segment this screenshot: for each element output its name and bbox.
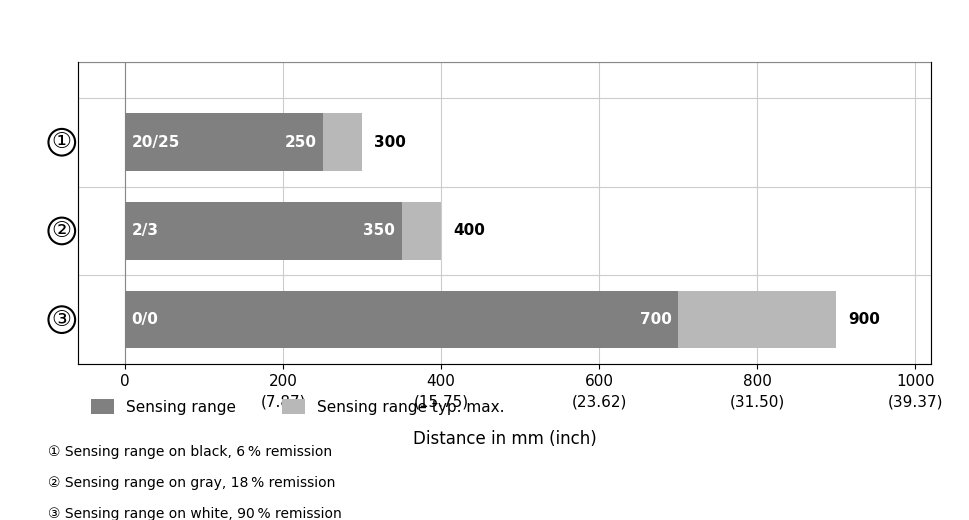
- Bar: [401, 202, 441, 260]
- Text: 0/0: 0/0: [131, 312, 158, 327]
- Text: ②: ②: [51, 221, 72, 241]
- Bar: [125, 291, 677, 348]
- Text: (15.75): (15.75): [413, 395, 468, 410]
- Bar: [125, 113, 323, 171]
- Text: 350: 350: [363, 224, 395, 239]
- Bar: [323, 113, 361, 171]
- Text: 300: 300: [374, 135, 405, 150]
- Text: 700: 700: [640, 312, 672, 327]
- Bar: [677, 291, 835, 348]
- Text: (39.37): (39.37): [887, 395, 942, 410]
- Text: ①: ①: [51, 132, 72, 152]
- Text: 2/3: 2/3: [131, 224, 158, 239]
- Text: 20/25: 20/25: [131, 135, 179, 150]
- Text: ③: ③: [51, 309, 72, 330]
- Bar: [125, 202, 401, 260]
- Text: (31.50): (31.50): [729, 395, 784, 410]
- Text: (7.87): (7.87): [260, 395, 305, 410]
- Text: 400: 400: [453, 224, 484, 239]
- Text: (23.62): (23.62): [571, 395, 626, 410]
- Text: ① Sensing range on black, 6 % remission: ① Sensing range on black, 6 % remission: [48, 445, 332, 459]
- Text: 250: 250: [284, 135, 316, 150]
- Text: ② Sensing range on gray, 18 % remission: ② Sensing range on gray, 18 % remission: [48, 476, 335, 490]
- Legend: Sensing range, Sensing range typ. max.: Sensing range, Sensing range typ. max.: [85, 393, 511, 421]
- X-axis label: Distance in mm (inch): Distance in mm (inch): [412, 431, 596, 448]
- Text: 900: 900: [847, 312, 879, 327]
- Text: ③ Sensing range on white, 90 % remission: ③ Sensing range on white, 90 % remission: [48, 506, 342, 520]
